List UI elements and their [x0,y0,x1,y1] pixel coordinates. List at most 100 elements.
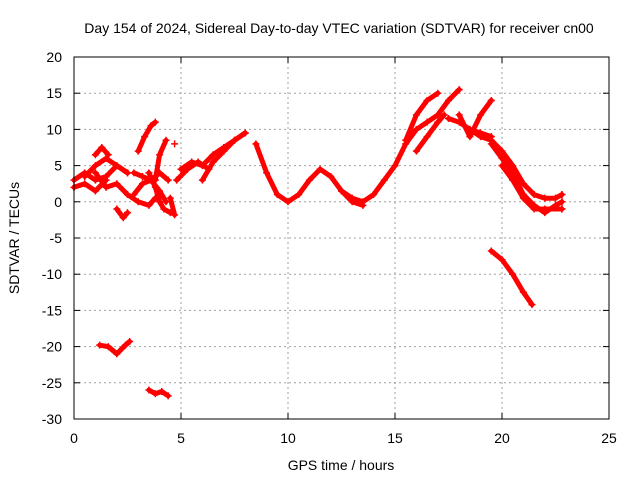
series-track-19 [412,111,448,155]
series-track-21 [455,96,495,141]
series-track-04 [91,169,159,209]
x-tick-label: 10 [280,430,296,446]
y-tick-label: -20 [42,339,62,355]
y-tick-label: 10 [46,121,62,137]
data-point [102,183,110,191]
y-tick-label: 0 [54,194,62,210]
data-point [487,140,495,148]
data-point [519,180,527,188]
series-track-06 [113,205,131,222]
series-trace [467,126,565,201]
data-point [177,165,185,173]
x-axis-label: GPS time / hours [288,457,395,473]
data-point [188,158,196,166]
series-isolated-points [171,140,566,213]
data-point [162,136,170,144]
data-point [423,118,431,126]
series-track-17 [338,86,463,206]
x-tick-label: 5 [177,430,185,446]
data-point [530,205,538,213]
data-point [104,343,112,351]
data-point [96,341,104,349]
x-tick-label: 15 [387,430,403,446]
series-trace [488,248,535,308]
data-point [91,187,99,195]
data-point [359,198,367,206]
data-point [487,96,495,104]
axis-ticks: 0 5 10 15 20 25 -30 -25 -20 -15 -10 -5 0 5 10 15 20 [42,49,617,446]
series-track-11 [151,136,170,184]
data-point [147,122,155,130]
data-point [171,211,179,219]
data-point [164,176,172,184]
data-point [209,158,217,166]
series-track-05 [91,144,112,159]
data-point [412,147,420,155]
data-point [477,111,485,119]
data-point [423,133,431,141]
data-point [151,176,159,184]
data-point [124,191,131,199]
data-point [412,125,420,133]
series-trace [456,97,494,140]
x-tick-label: 25 [601,430,617,446]
x-tick-label: 0 [70,430,78,446]
data-point [91,169,99,177]
data-point [91,162,99,170]
data-point [141,133,149,141]
series-track-22 [466,125,566,202]
data-point [552,194,559,202]
y-tick-label: 5 [54,158,62,174]
data-point [316,165,324,173]
data-point [445,96,452,104]
series-trace [403,90,441,143]
series-trace [135,119,158,154]
series-group [70,86,566,400]
data-point [119,214,127,222]
data-point [370,191,378,199]
data-point [166,194,174,202]
data-point [91,151,99,159]
data-point [434,118,442,126]
data-point [113,180,121,188]
y-tick-label: -25 [42,375,62,391]
series-track-03 [81,154,131,180]
data-point [541,205,549,213]
data-point [498,256,506,264]
data-point [530,191,538,199]
data-point [121,341,129,349]
series-trace [413,112,447,154]
data-point [558,205,566,213]
data-point [145,386,153,394]
data-point [295,191,303,199]
data-point [519,194,527,202]
data-point [380,176,388,184]
data-point [402,136,410,144]
y-tick-label: -5 [50,230,63,246]
data-point [477,133,485,141]
data-point [151,390,159,398]
data-point [124,169,131,177]
data-point [423,96,431,104]
data-point [158,387,166,395]
grid [74,57,609,419]
data-point [348,194,356,202]
data-point [558,191,566,199]
data-point [138,172,146,180]
data-point [466,125,474,133]
data-point [434,111,442,119]
data-point [113,350,121,358]
data-point [440,111,448,119]
data-point [81,172,89,180]
data-point [558,198,566,206]
data-point [81,180,89,188]
series-track-10 [145,169,174,217]
data-point [113,205,121,213]
data-point [231,136,238,144]
data-point [198,162,206,170]
data-point [541,194,549,202]
data-point [134,147,142,155]
data-point [338,187,345,195]
data-point [134,198,142,206]
y-tick-label: -30 [42,411,62,427]
